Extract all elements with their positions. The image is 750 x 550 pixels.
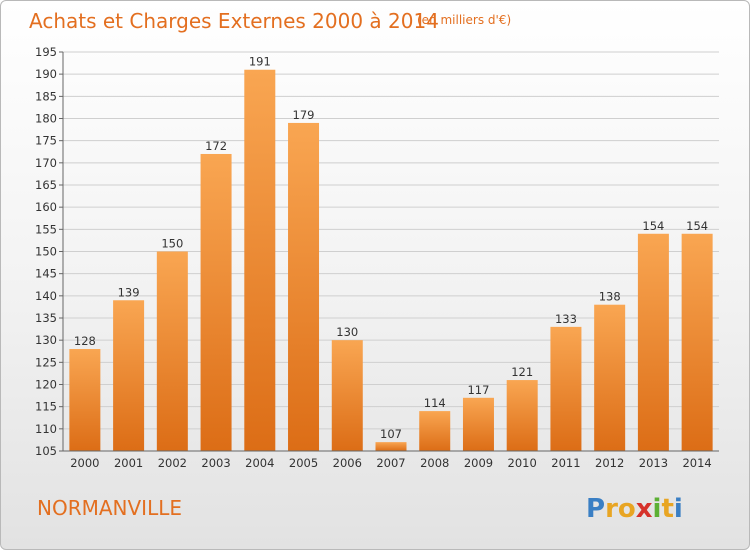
bar [375,442,407,451]
bar [200,153,232,451]
x-axis: 2000 2001 2002 2003 2004 2005 2006 2007 2008 2009… [63,450,719,470]
logo-letter: i [674,494,683,524]
x-tick-label: 2000 [70,456,99,470]
bar-value-label: 114 [424,396,446,410]
y-tick-label: 195 [35,45,57,59]
y-tick-label: 145 [35,267,57,281]
bar [69,349,101,451]
bar-value-label: 172 [205,139,227,153]
logo-letter: x [636,494,653,524]
bar-value-label: 107 [380,427,402,441]
y-tick-label: 155 [35,222,57,236]
logo-letter: t [661,494,673,524]
bar-value-label: 150 [161,237,183,251]
bar [594,304,626,451]
x-tick-label: 2012 [595,456,624,470]
y-tick-label: 130 [35,333,57,347]
bar [419,411,451,451]
x-tick-label: 2009 [464,456,493,470]
proxiti-logo: Proxiti [586,494,683,524]
y-tick-label: 185 [35,89,57,103]
y-tick-label: 175 [35,134,57,148]
y-tick-label: 140 [35,289,57,303]
chart-subtitle: (en milliers d'€) [417,13,511,27]
x-tick-label: 2010 [508,456,537,470]
bar [637,233,669,451]
x-tick-label: 2007 [376,456,405,470]
bar [156,251,188,451]
x-tick-label: 2013 [639,456,668,470]
y-tick-label: 165 [35,178,57,192]
y-tick-label: 190 [35,67,57,81]
bar-value-label: 121 [511,365,533,379]
bar [244,69,276,451]
bar [506,380,538,451]
y-tick-label: 105 [35,444,57,458]
bar-value-label: 179 [293,108,315,122]
bar [331,340,363,451]
logo-letter: P [586,494,605,524]
bar-value-label: 139 [118,285,140,299]
x-tick-label: 2004 [245,456,274,470]
y-tick-label: 170 [35,156,57,170]
bars: 128 139 150 172 191 179 130 107 114 117 121 133 138 1… [69,55,713,451]
x-tick-label: 2005 [289,456,318,470]
x-tick-label: 2006 [333,456,362,470]
y-tick-label: 125 [35,355,57,369]
y-tick-label: 150 [35,245,57,259]
bar-value-label: 191 [249,55,271,69]
bar-value-label: 130 [336,325,358,339]
y-tick-label: 180 [35,112,57,126]
bar [462,397,494,451]
y-tick-label: 135 [35,311,57,325]
logo-letter: i [653,494,662,524]
bar-value-label: 117 [467,383,489,397]
bar [288,122,320,451]
bar-value-label: 128 [74,334,96,348]
commune-name: NORMANVILLE [37,496,182,520]
x-tick-label: 2003 [201,456,230,470]
y-tick-label: 160 [35,200,57,214]
x-tick-label: 2002 [158,456,187,470]
y-axis: 105 110 115 120 125 130 135 140 145 150 155 160 165 1… [35,45,64,458]
y-tick-label: 120 [35,378,57,392]
x-tick-label: 2014 [682,456,711,470]
chart-title: Achats et Charges Externes 2000 à 2014 [29,9,439,33]
bar [113,300,145,451]
bar-value-label: 133 [555,312,577,326]
bar-value-label: 154 [686,219,708,233]
y-tick-label: 115 [35,400,57,414]
x-tick-label: 2001 [114,456,143,470]
x-tick-label: 2011 [551,456,580,470]
logo-letter: r [605,494,618,524]
x-tick-label: 2008 [420,456,449,470]
bar-value-label: 138 [599,290,621,304]
bar [681,233,713,451]
bar-value-label: 154 [642,219,664,233]
y-tick-label: 110 [35,422,57,436]
bar [550,326,582,451]
logo-letter: o [618,494,636,524]
